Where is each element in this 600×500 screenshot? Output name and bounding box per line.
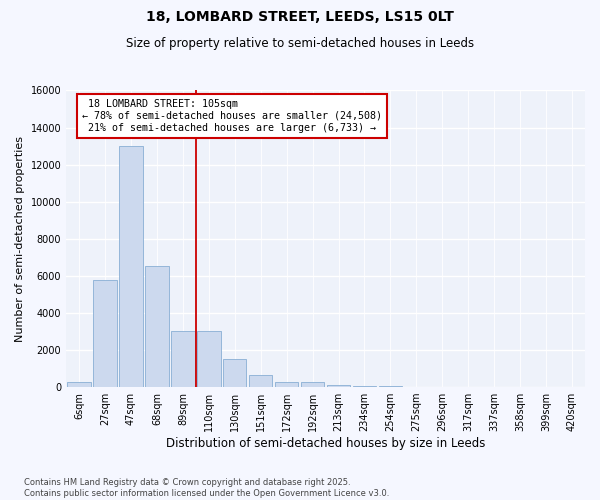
Text: 18, LOMBARD STREET, LEEDS, LS15 0LT: 18, LOMBARD STREET, LEEDS, LS15 0LT <box>146 10 454 24</box>
Bar <box>67 382 91 387</box>
Bar <box>379 386 402 387</box>
Bar <box>171 330 194 387</box>
Text: 18 LOMBARD STREET: 105sqm
← 78% of semi-detached houses are smaller (24,508)
 21: 18 LOMBARD STREET: 105sqm ← 78% of semi-… <box>82 100 382 132</box>
Bar <box>353 386 376 387</box>
Bar <box>249 375 272 387</box>
Bar <box>275 382 298 387</box>
Text: Contains HM Land Registry data © Crown copyright and database right 2025.
Contai: Contains HM Land Registry data © Crown c… <box>24 478 389 498</box>
Text: Size of property relative to semi-detached houses in Leeds: Size of property relative to semi-detach… <box>126 38 474 51</box>
Bar <box>119 146 143 387</box>
Bar <box>223 360 247 387</box>
Y-axis label: Number of semi-detached properties: Number of semi-detached properties <box>15 136 25 342</box>
Bar <box>197 330 221 387</box>
Bar <box>327 384 350 387</box>
Bar <box>94 280 117 387</box>
Bar <box>145 266 169 387</box>
X-axis label: Distribution of semi-detached houses by size in Leeds: Distribution of semi-detached houses by … <box>166 437 485 450</box>
Bar <box>301 382 324 387</box>
